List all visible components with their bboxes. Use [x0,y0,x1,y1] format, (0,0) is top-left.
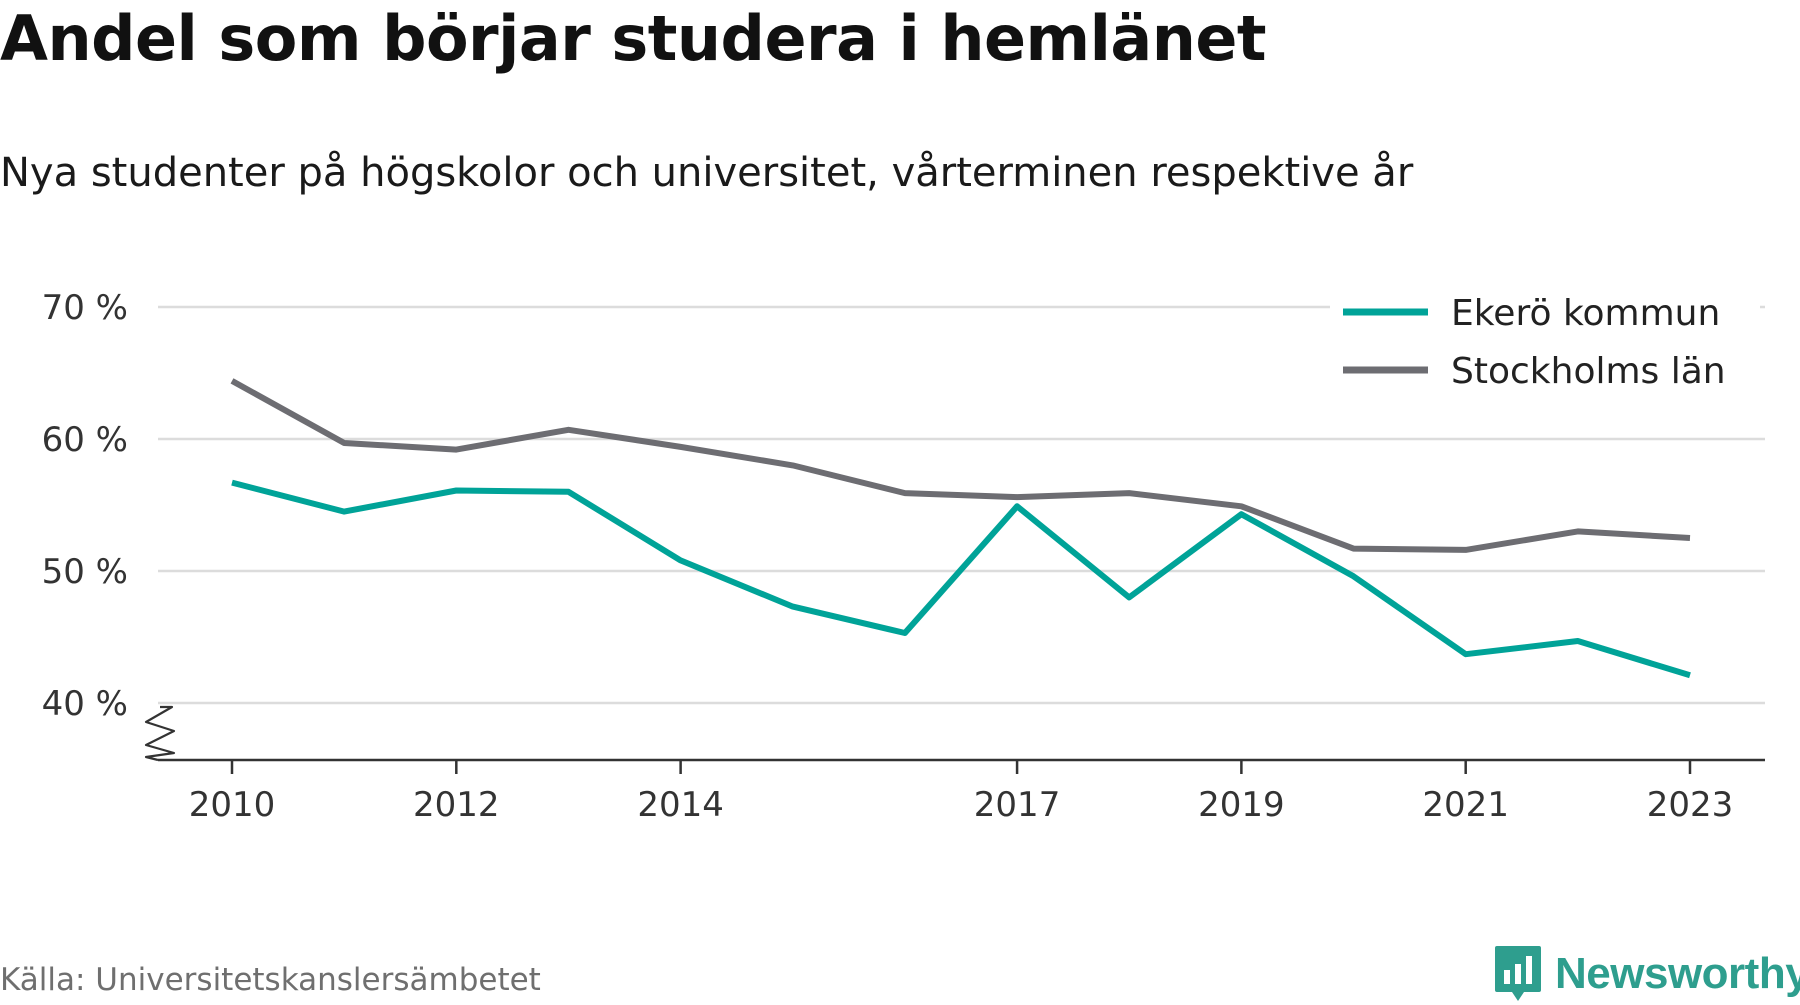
x-tick-label: 2023 [1647,785,1734,825]
y-tick-label: 70 % [42,288,128,328]
line-chart: 70 % 60 % 50 % 40 % 2010 2012 2014 2017 2019 202… [41,280,1765,825]
series-line-eker-kommun [231,479,1691,679]
y-tick-label: 50 % [42,552,128,592]
chart-subtitle: Nya studenter på högskolor och universit… [0,150,1414,196]
y-tick-label: 60 % [42,420,128,460]
y-axis-ticks: 70 % 60 % 50 % 40 % [42,288,128,724]
axis-break-icon [144,705,176,762]
x-axis-ticks: 2010 2012 2014 2017 2019 2021 2023 [189,760,1734,825]
x-tick-label: 2017 [974,785,1061,825]
legend-background [1330,280,1760,410]
series-lines [230,378,1691,679]
brand-logo: Newsworthy [1493,943,1800,1005]
legend-label: Ekerö kommun [1451,293,1720,334]
y-tick-label: 40 % [42,684,128,724]
x-tick-label: 2012 [413,785,500,825]
source-note: Källa: Universitetskanslersämbetet [0,962,541,998]
chart-title: Andel som börjar studera i hemlänet [0,2,1267,75]
brand-name: Newsworthy [1555,949,1800,998]
x-tick-label: 2010 [189,785,276,825]
x-tick-label: 2019 [1198,785,1285,825]
newsworthy-logo-icon [1495,946,1541,1001]
x-tick-label: 2014 [637,785,724,825]
series-line-stockholms-l-n [230,378,1691,553]
x-axis [144,705,1765,762]
x-tick-label: 2021 [1422,785,1509,825]
legend: Ekerö kommun Stockholms län [1330,280,1760,410]
legend-label: Stockholms län [1451,351,1726,392]
